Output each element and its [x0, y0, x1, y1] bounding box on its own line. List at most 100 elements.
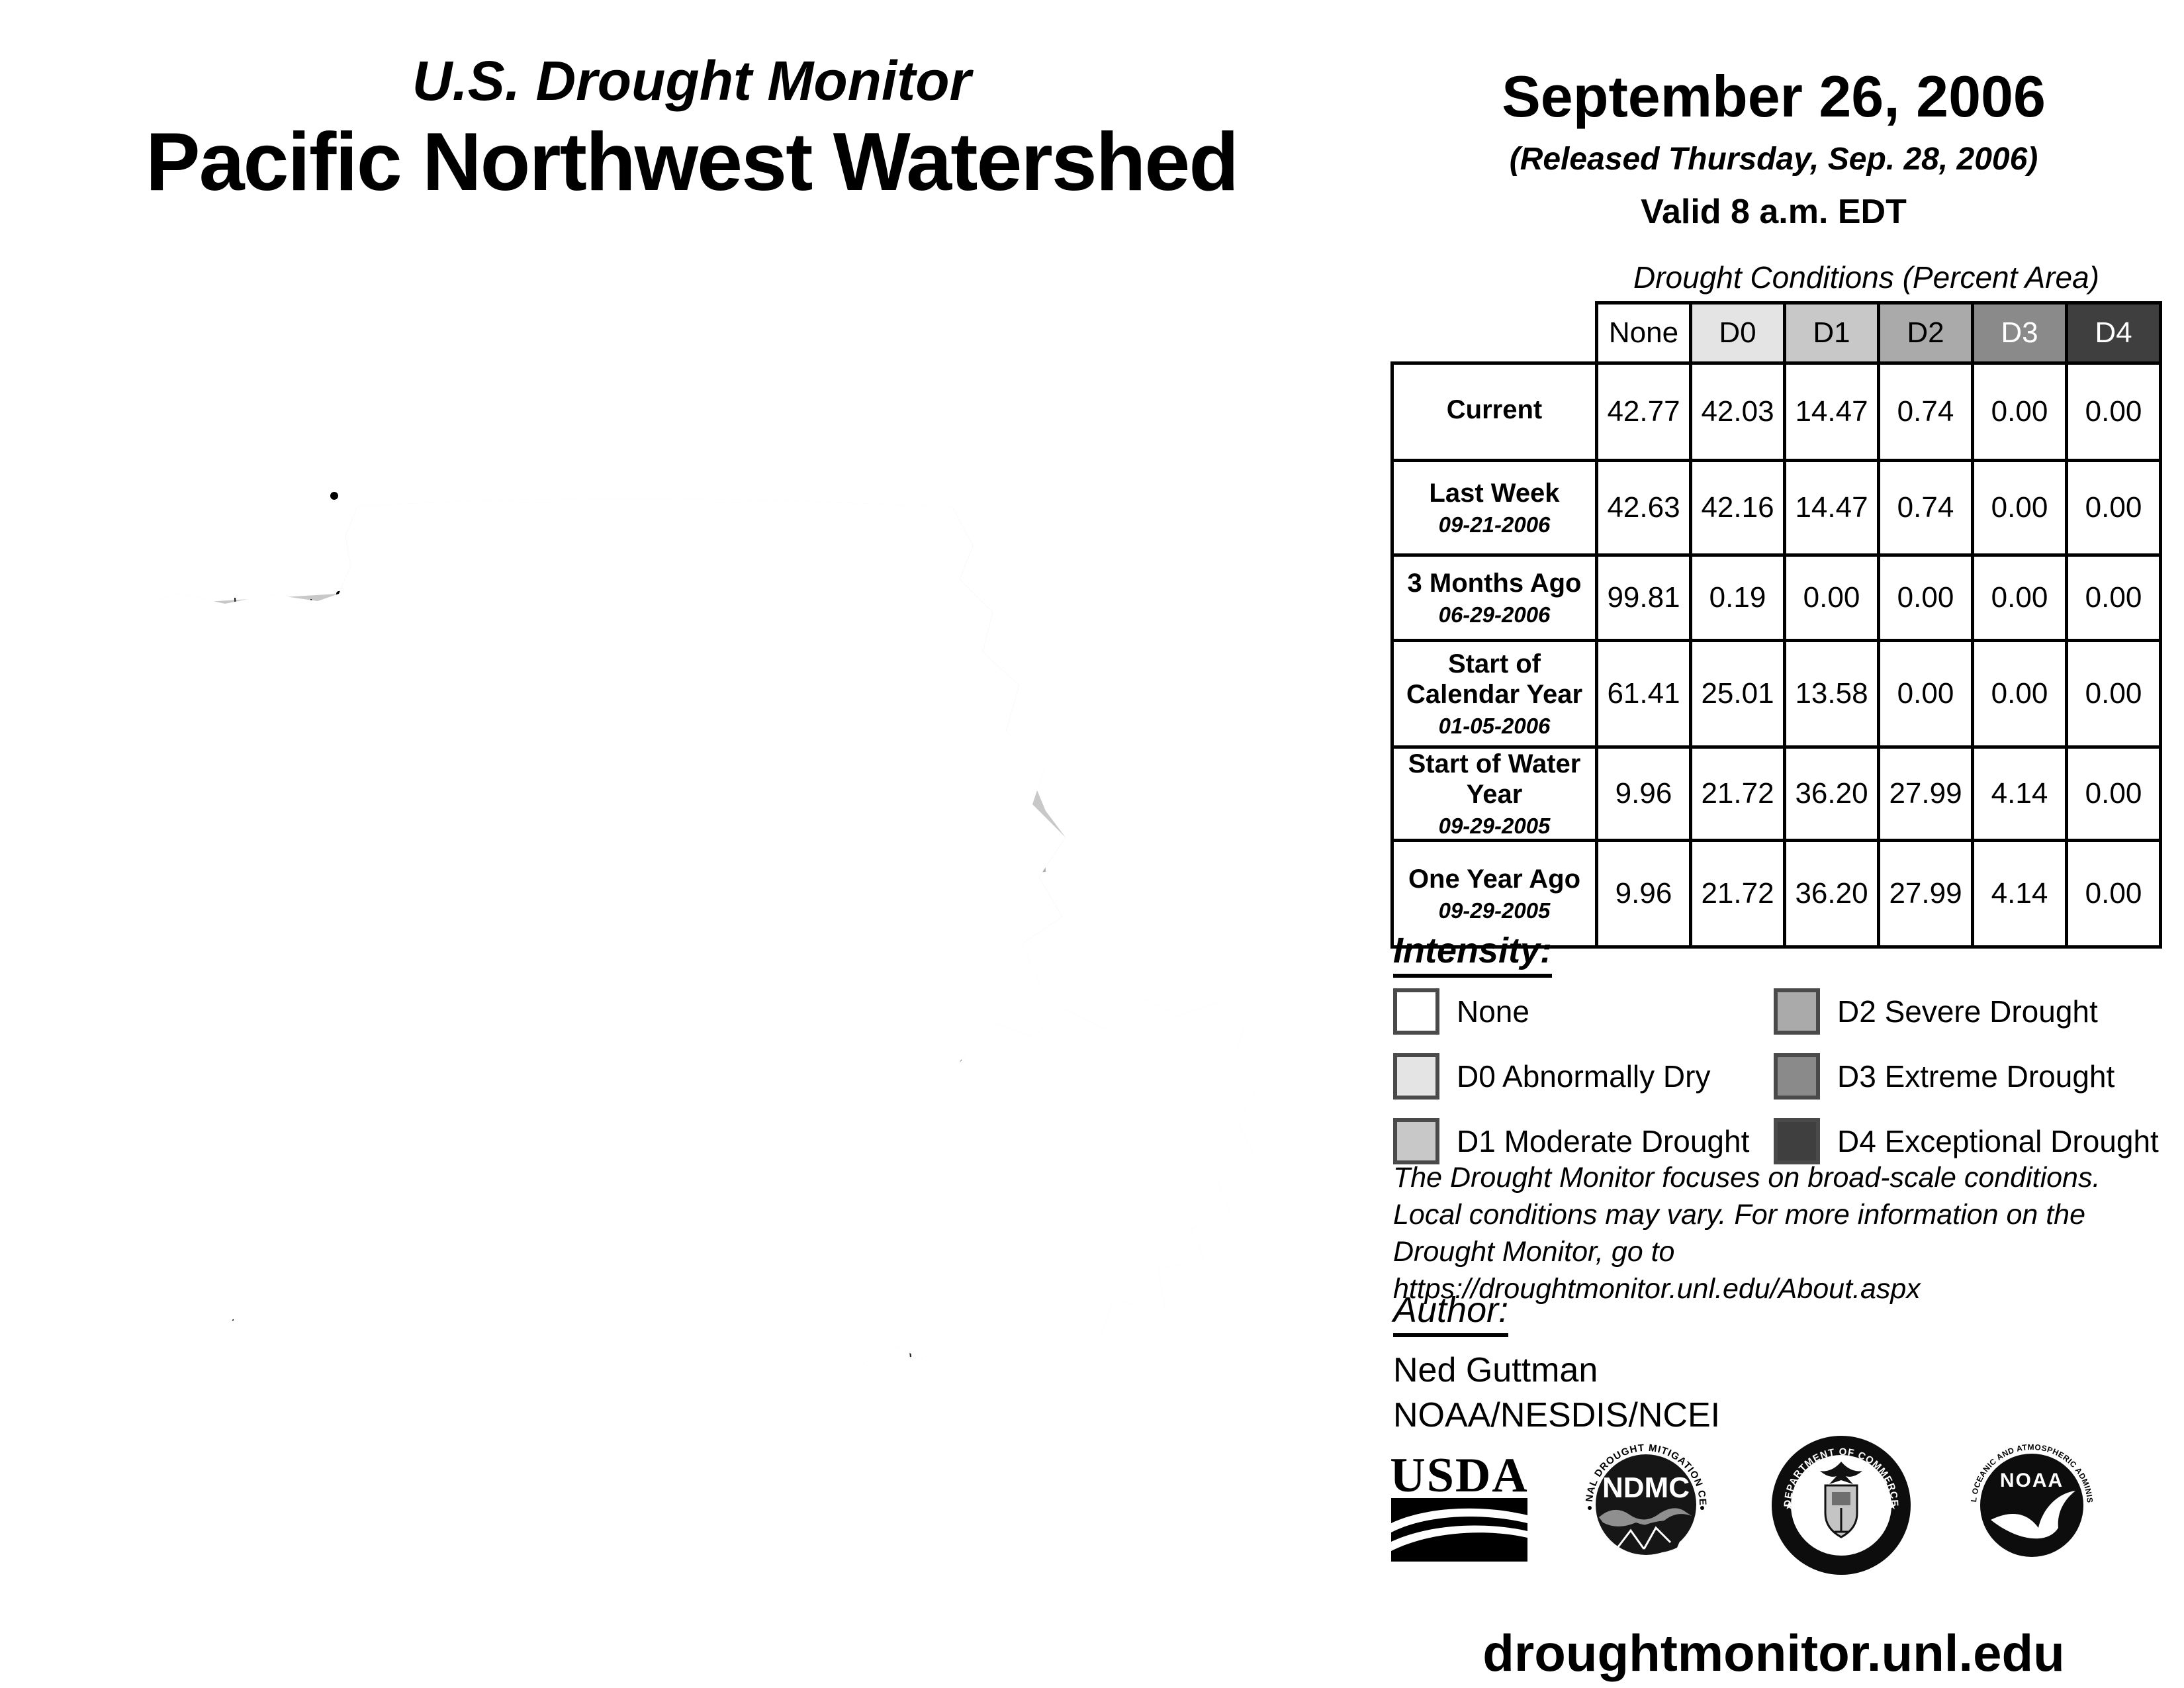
- doc-eagle-icon: [1820, 1462, 1862, 1484]
- legend-column-left: None D0 Abnormally Dry D1 Moderate Droug…: [1393, 988, 1774, 1184]
- table-cell: 14.47: [1783, 459, 1880, 557]
- table-row-3-months-ago: 3 Months Ago 06-29-2006 99.81 0.19 0.00 0…: [1390, 553, 2162, 642]
- table-cell: 0.00: [2065, 838, 2162, 949]
- legend-column-right: D2 Severe Drought D3 Extreme Drought D4 …: [1774, 988, 2159, 1184]
- table-cell: 36.20: [1783, 745, 1880, 842]
- table-cell: 0.19: [1689, 553, 1786, 642]
- report-series-title: U.S. Drought Monitor: [412, 50, 972, 112]
- col-header-d3: D3: [1971, 301, 2068, 365]
- col-header-d1: D1: [1783, 301, 1880, 365]
- row-label: Current: [1390, 361, 1598, 462]
- table-cell: 13.58: [1783, 639, 1880, 749]
- table-row-one-year-ago: One Year Ago 09-29-2005 9.96 21.72 36.20 …: [1390, 838, 2162, 949]
- row-label: Last Week 09-21-2006: [1390, 459, 1598, 557]
- legend-item-d2: D2 Severe Drought: [1774, 988, 2154, 1035]
- table-cell: 0.00: [2065, 553, 2162, 642]
- table-cell: 4.14: [1971, 838, 2068, 949]
- table-cell: 42.63: [1595, 459, 1692, 557]
- table-row-start-water-year: Start of Water Year 09-29-2005 9.96 21.72…: [1390, 745, 2162, 842]
- ndmc-logo: NATIONAL DROUGHT MITIGATION CENTER UNIVE…: [1578, 1436, 1713, 1572]
- table-cell: 42.16: [1689, 459, 1786, 557]
- date-block: September 26, 2006 (Released Thursday, S…: [1393, 63, 2154, 232]
- table-cell: 4.14: [1971, 745, 2068, 842]
- table-cell: 0.00: [1877, 639, 1974, 749]
- legend-item-d1: D1 Moderate Drought: [1393, 1118, 1774, 1164]
- table-row-current: Current 42.77 42.03 14.47 0.74 0.00 0.00: [1390, 361, 2162, 462]
- row-label: Start of Calendar Year 01-05-2006: [1390, 639, 1598, 749]
- table-cell: 0.74: [1877, 459, 1974, 557]
- table-title: Drought Conditions (Percent Area): [1633, 260, 2099, 295]
- table-cell: 27.99: [1877, 745, 1974, 842]
- noaa-logo: NATIONAL OCEANIC AND ATMOSPHERIC ADMINIS…: [1962, 1435, 2101, 1575]
- department-of-commerce-logo: DEPARTMENT OF COMMERCE UNITED STATES OF …: [1771, 1435, 1911, 1575]
- table-corner-blank: [1392, 303, 1597, 363]
- noaa-wordmark: NOAA: [2000, 1470, 2064, 1491]
- author-name: Ned Guttman: [1393, 1351, 1598, 1389]
- table-cell: 0.00: [1971, 459, 2068, 557]
- noaa-bird-icon: [1991, 1491, 2075, 1539]
- table-cell: 0.00: [2065, 361, 2162, 462]
- col-header-d0: D0: [1689, 301, 1786, 365]
- usda-wordmark: USDA: [1390, 1448, 1529, 1503]
- usda-logo: USDA: [1390, 1448, 1529, 1565]
- legend-item-d3: D3 Extreme Drought: [1774, 1053, 2154, 1100]
- legend-swatch-d4: [1774, 1118, 1820, 1164]
- legend-swatch-d0: [1393, 1053, 1439, 1100]
- table-cell: 0.00: [2065, 459, 2162, 557]
- doc-star-left: ★: [1784, 1501, 1794, 1512]
- table-cell: 0.00: [2065, 639, 2162, 749]
- table-cell: 21.72: [1689, 838, 1786, 949]
- table-row-last-week: Last Week 09-21-2006 42.63 42.16 14.47 0.…: [1390, 459, 2162, 557]
- table-cell: 0.00: [1783, 553, 1880, 642]
- legend-item-d0: D0 Abnormally Dry: [1393, 1053, 1774, 1100]
- page-title: Pacific Northwest Watershed: [145, 117, 1239, 209]
- table-cell: 42.03: [1689, 361, 1786, 462]
- release-date: (Released Thursday, Sep. 28, 2006): [1509, 142, 2038, 177]
- drought-conditions-table: None D0 D1 D2 D3 D4 Current 42.77 42.03 …: [1390, 301, 2162, 949]
- table-cell: 61.41: [1595, 639, 1692, 749]
- table-cell: 0.00: [2065, 745, 2162, 842]
- table-cell: 27.99: [1877, 838, 1974, 949]
- drought-map: [93, 492, 1337, 1489]
- map-date: September 26, 2006: [1502, 64, 2046, 129]
- row-label: One Year Ago 09-29-2005: [1390, 838, 1598, 949]
- legend-swatch-d3: [1774, 1053, 1820, 1100]
- author-organization: NOAA/NESDIS/NCEI: [1393, 1396, 1721, 1434]
- table-cell: 99.81: [1595, 553, 1692, 642]
- title-block: U.S. Drought Monitor Pacific Northwest W…: [0, 50, 1383, 209]
- footer-url: droughtmonitor.unl.edu: [1482, 1624, 2065, 1682]
- table-cell: 9.96: [1595, 745, 1692, 842]
- table-cell: 0.00: [1971, 639, 2068, 749]
- table-cell: 0.00: [1971, 553, 2068, 642]
- valid-time: Valid 8 a.m. EDT: [1641, 193, 1907, 231]
- table-cell: 0.00: [1971, 361, 2068, 462]
- table-cell: 0.00: [1877, 553, 1974, 642]
- table-cell: 9.96: [1595, 838, 1692, 949]
- author-heading: Author:: [1393, 1289, 1509, 1337]
- legend-swatch-d1: [1393, 1118, 1439, 1164]
- legend-heading: Intensity:: [1393, 930, 1553, 978]
- table-cell: 36.20: [1783, 838, 1880, 949]
- legend-swatch-none: [1393, 988, 1439, 1035]
- disclaimer-text: The Drought Monitor focuses on broad-sca…: [1393, 1162, 2101, 1305]
- table-cell: 42.77: [1595, 361, 1692, 462]
- legend-item-d4: D4 Exceptional Drought: [1774, 1118, 2159, 1164]
- row-label: Start of Water Year 09-29-2005: [1390, 745, 1598, 842]
- island-dot: [330, 492, 338, 500]
- col-header-none: None: [1595, 301, 1692, 365]
- table-cell: 25.01: [1689, 639, 1786, 749]
- usda-field-icon: [1391, 1497, 1527, 1562]
- ndmc-wordmark: NDMC: [1602, 1472, 1690, 1504]
- col-header-d2: D2: [1877, 301, 1974, 365]
- logo-row: USDA NATIONAL DROUGHT MITIGATION CENTER …: [1387, 1435, 2174, 1587]
- table-cell: 14.47: [1783, 361, 1880, 462]
- legend-item-none: None: [1393, 988, 1774, 1035]
- table-row-start-calendar-year: Start of Calendar Year 01-05-2006 61.41 2…: [1390, 639, 2162, 749]
- legend-swatch-d2: [1774, 988, 1820, 1035]
- doc-star-right: ★: [1888, 1501, 1897, 1512]
- table-cell: 0.74: [1877, 361, 1974, 462]
- table-header-row: None D0 D1 D2 D3 D4: [1392, 301, 2162, 365]
- col-header-d4: D4: [2065, 301, 2162, 365]
- watershed-border: [106, 498, 1256, 1446]
